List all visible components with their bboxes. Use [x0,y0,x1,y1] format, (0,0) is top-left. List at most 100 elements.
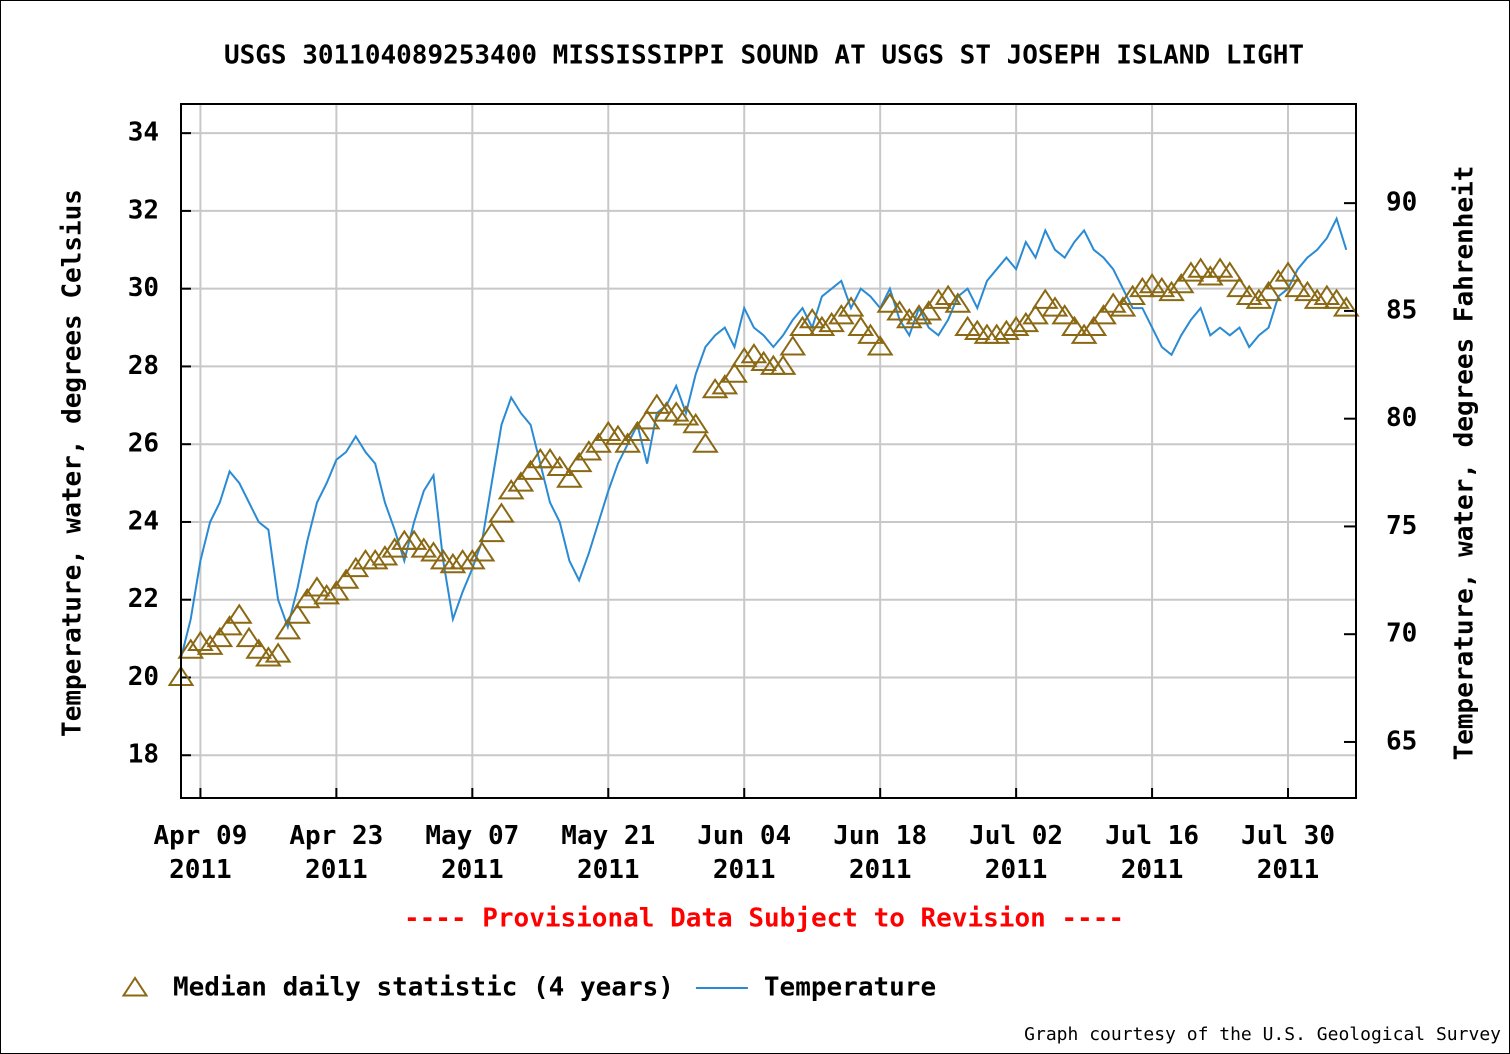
median-marker [1177,261,1205,282]
y2-tick-label: 90 [1386,188,1417,218]
temperature-line [180,216,1348,659]
median-marker [1167,272,1195,294]
plot-area [181,104,1356,798]
y2-tick-label: 85 [1386,295,1417,325]
median-marker [1090,304,1117,325]
median-marker [1051,304,1079,325]
x-tick-label: Jun 18 2011 [833,821,928,885]
median-marker [769,354,797,375]
median-marker [556,467,583,488]
median-marker [604,424,632,445]
y-tick-label: 30 [128,273,159,303]
credit: Graph courtesy of the U.S. Geological Su… [1024,1024,1501,1045]
median-marker [1255,280,1282,302]
median-marker [730,346,758,368]
median-marker [536,447,564,469]
y-tick-label: 34 [128,118,159,148]
y2-tick-label: 70 [1386,619,1417,649]
median-marker [216,615,243,636]
median-marker [1294,280,1321,302]
median-marker [740,342,768,364]
x-tick-label: Apr 09 2011 [153,821,248,885]
median-marker [798,307,826,329]
median-marker [1226,276,1253,298]
median-marker [866,335,894,356]
median-marker [614,432,642,453]
median-marker [779,335,807,356]
median-marker [585,432,612,453]
y-tick-label: 26 [128,429,159,459]
median-marker [633,409,661,430]
median-marker [915,300,943,321]
median-marker [332,568,360,589]
median-marker [847,315,875,337]
median-marker [488,502,515,523]
y-tick-label: 22 [128,584,159,614]
median-marker [264,642,292,663]
x-tick-label: Apr 23 2011 [289,821,384,885]
y-tick-label: 20 [128,662,159,692]
median-marker [711,374,739,395]
median-marker [692,432,719,453]
median-marker [478,521,506,543]
median-marker [925,288,952,309]
y2-axis-label: Temperature, water, degrees Fahrenheit [1450,166,1480,761]
median-marker [682,412,710,434]
plot-frame [180,103,1357,799]
median-marker [857,323,884,344]
median-marker [1323,288,1350,309]
median-marker [934,284,962,305]
median-marker [886,300,913,321]
median-marker [1041,296,1069,317]
median-marker [546,455,574,477]
median-marker [1216,261,1244,282]
chart-title: USGS 301104089253400 MISSISSIPPI SOUND A… [224,41,1304,71]
median-marker [983,323,1011,344]
median-marker [313,584,341,605]
median-marker [400,529,428,550]
median-marker [1002,315,1030,337]
median-marker [1187,257,1214,278]
y-tick-label: 32 [128,195,159,225]
y-tick-label: 28 [128,351,159,381]
y2-tick-label: 65 [1386,726,1417,756]
median-marker [468,541,496,562]
median-marker [255,646,282,667]
median-marker [624,420,651,442]
y-tick-label: 24 [128,506,159,536]
median-marker [1031,288,1059,309]
median-marker [303,576,331,597]
median-marker [420,541,447,562]
x-tick-label: Jul 30 2011 [1241,821,1335,885]
x-tick-label: Jun 04 2011 [697,821,792,885]
median-marker [517,459,544,480]
median-marker [944,292,972,313]
x-tick-label: May 07 2011 [425,821,520,885]
median-marker [274,618,302,640]
legend-label: Temperature [764,973,936,1003]
median-marker [1303,288,1331,309]
median-marker [1332,296,1360,317]
median-marker [993,319,1020,340]
median-marker [895,307,923,329]
y2-tick-label: 75 [1386,511,1417,541]
median-marker [1129,276,1156,298]
x-tick-label: Jul 02 2011 [969,821,1064,885]
median-marker [1274,261,1302,282]
x-tick-label: Jul 16 2011 [1105,821,1200,885]
median-marker [1080,315,1108,337]
median-marker [507,471,535,492]
median-marker [876,292,904,313]
median-marker [245,638,273,659]
median-marker [1109,296,1137,317]
median-marker [643,393,671,414]
median-marker [293,587,321,609]
median-marker [837,296,865,317]
median-marker [235,626,263,648]
median-marker [721,362,748,383]
median-marker [284,603,311,624]
median-marker [701,377,729,399]
median-marker [225,603,253,624]
